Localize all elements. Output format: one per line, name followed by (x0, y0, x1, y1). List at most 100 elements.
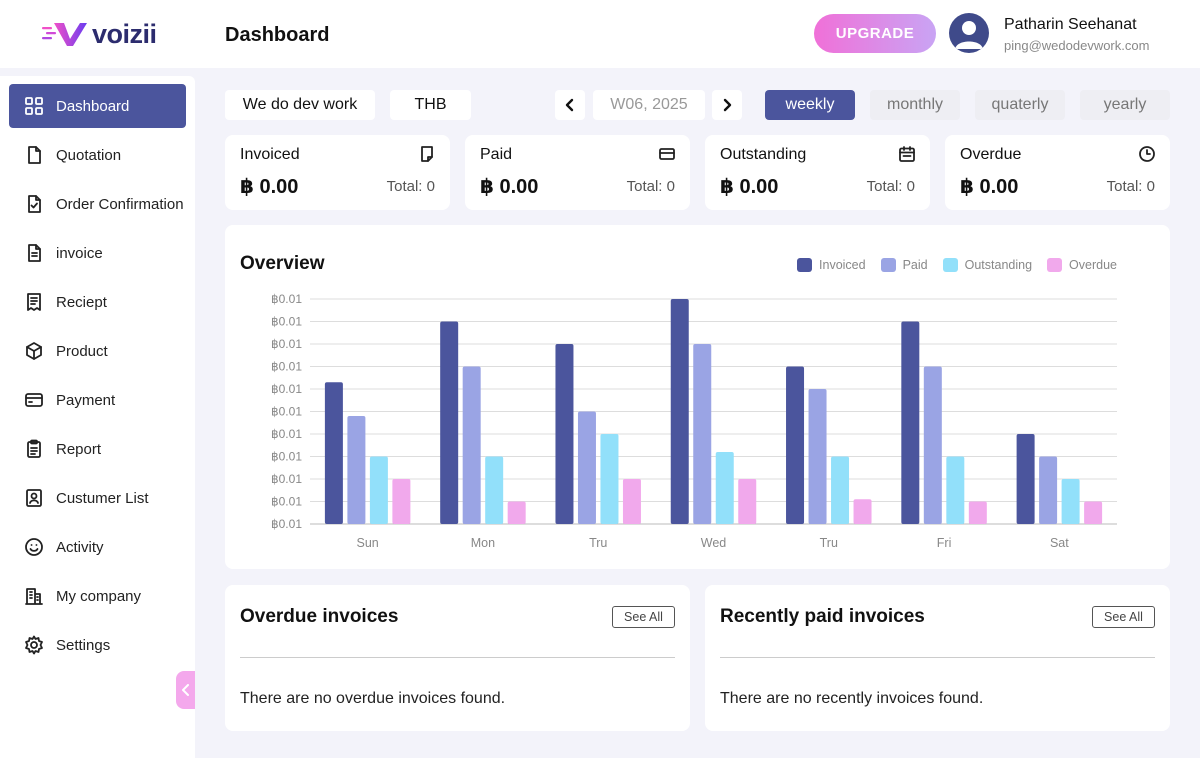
sidebar-item-label: Payment (56, 391, 116, 409)
next-period-button[interactable] (712, 90, 742, 120)
bar-overdue-sat[interactable] (1084, 501, 1103, 525)
bar-invoiced-tru[interactable] (786, 366, 805, 525)
chevron-left-icon (565, 98, 574, 112)
card-total: Total: 0 (626, 178, 675, 195)
range-tab-quarterly[interactable]: quaterly (975, 90, 1065, 120)
gear-icon (23, 634, 45, 656)
stat-card-outstanding[interactable]: Outstanding ฿ 0.00 Total: 0 (705, 135, 930, 210)
bar-outstanding-wed[interactable] (715, 452, 734, 524)
sidebar-item-customer-list[interactable]: Custumer List (9, 476, 186, 520)
bar-paid-sun[interactable] (347, 416, 366, 524)
sidebar-item-receipt[interactable]: Reciept (9, 280, 186, 324)
bar-invoiced-sun[interactable] (324, 382, 343, 524)
sidebar-item-activity[interactable]: Activity (9, 525, 186, 569)
voizii-logo-icon (42, 23, 87, 46)
prev-period-button[interactable] (555, 90, 585, 120)
invoice-icon (23, 242, 45, 264)
avatar[interactable] (949, 13, 989, 53)
x-tick-label: Tru (820, 536, 838, 550)
top-header: voizii Dashboard UPGRADE Patharin Seehan… (0, 0, 1200, 68)
range-tab-monthly[interactable]: monthly (870, 90, 960, 120)
logo[interactable]: voizii (40, 18, 157, 50)
building-icon (23, 585, 45, 607)
upgrade-button[interactable]: UPGRADE (814, 14, 936, 53)
sidebar-item-quotation[interactable]: Quotation (9, 133, 186, 177)
stat-card-paid[interactable]: Paid ฿ 0.00 Total: 0 (465, 135, 690, 210)
card-title: Paid (480, 146, 513, 163)
bar-paid-tru[interactable] (808, 389, 827, 524)
divider (240, 657, 675, 658)
bar-paid-tru[interactable] (577, 411, 596, 525)
legend-label: Invoiced (819, 258, 866, 272)
credit-card-icon (23, 389, 45, 411)
bar-invoiced-mon[interactable] (440, 321, 459, 525)
sidebar-item-report[interactable]: Report (9, 427, 186, 471)
sidebar-item-order-confirmation[interactable]: Order Confirmation (9, 182, 186, 226)
y-tick-label: ฿0.01 (271, 517, 302, 531)
legend-item[interactable]: Overdue (1047, 258, 1117, 272)
legend-item[interactable]: Invoiced (797, 258, 866, 272)
bar-invoiced-sat[interactable] (1016, 434, 1035, 524)
page-title: Dashboard (225, 24, 330, 46)
bar-outstanding-tru[interactable] (600, 434, 619, 524)
bar-outstanding-sun[interactable] (369, 456, 388, 525)
card-total: Total: 0 (1106, 178, 1155, 195)
sidebar-item-label: Order Confirmation (56, 195, 184, 213)
bar-outstanding-fri[interactable] (946, 456, 965, 525)
sidebar-item-invoice[interactable]: invoice (9, 231, 186, 275)
receipt-icon (23, 291, 45, 313)
bar-overdue-fri[interactable] (968, 501, 987, 525)
bar-outstanding-sat[interactable] (1061, 479, 1080, 524)
sidebar-item-payment[interactable]: Payment (9, 378, 186, 422)
invoice-file-icon (418, 145, 438, 165)
bar-outstanding-tru[interactable] (831, 456, 850, 525)
legend-label: Paid (902, 258, 928, 272)
legend-swatch (880, 258, 896, 272)
sidebar-item-label: Settings (56, 636, 111, 654)
card-value: ฿ 0.00 (960, 176, 1019, 198)
see-all-recent-button[interactable]: See All (1092, 606, 1155, 628)
bar-overdue-tru[interactable] (622, 479, 641, 524)
range-tab-yearly[interactable]: yearly (1080, 90, 1170, 120)
bar-invoiced-wed[interactable] (670, 299, 689, 524)
bar-invoiced-tru[interactable] (555, 344, 574, 524)
sidebar-item-label: Reciept (56, 293, 107, 311)
sidebar-item-product[interactable]: Product (9, 329, 186, 373)
sidebar-collapse-button[interactable] (176, 671, 195, 709)
bar-paid-sat[interactable] (1039, 456, 1058, 525)
card-title: Overdue (960, 146, 1022, 163)
bar-paid-mon[interactable] (462, 366, 481, 525)
sidebar-item-label: Product (56, 342, 108, 360)
panel-title: Recently paid invoices (720, 606, 925, 627)
sidebar-item-my-company[interactable]: My company (9, 574, 186, 618)
sidebar-item-label: Activity (56, 538, 104, 556)
bar-overdue-mon[interactable] (507, 501, 526, 525)
sidebar-item-label: Dashboard (56, 97, 130, 115)
legend-item[interactable]: Paid (880, 258, 928, 272)
empty-state-text: There are no overdue invoices found. (240, 690, 506, 707)
recently-paid-panel: Recently paid invoices See All There are… (705, 585, 1170, 731)
document-icon (23, 144, 45, 166)
bar-paid-wed[interactable] (693, 344, 712, 524)
y-tick-label: ฿0.01 (271, 292, 302, 306)
legend-item[interactable]: Outstanding (942, 258, 1033, 272)
see-all-overdue-button[interactable]: See All (612, 606, 675, 628)
stat-card-overdue[interactable]: Overdue ฿ 0.00 Total: 0 (945, 135, 1170, 210)
company-selector[interactable]: We do dev work (225, 90, 375, 120)
sidebar-item-label: Quotation (56, 146, 122, 164)
bar-invoiced-fri[interactable] (901, 321, 920, 525)
currency-selector[interactable]: THB (390, 90, 471, 120)
user-avatar-icon (955, 21, 983, 49)
stat-card-invoiced[interactable]: Invoiced ฿ 0.00 Total: 0 (225, 135, 450, 210)
sidebar-item-dashboard[interactable]: Dashboard (9, 84, 186, 128)
y-tick-label: ฿0.01 (271, 472, 302, 486)
bar-paid-fri[interactable] (923, 366, 942, 525)
bar-overdue-sun[interactable] (392, 479, 411, 524)
sidebar-item-settings[interactable]: Settings (9, 623, 186, 667)
bar-overdue-wed[interactable] (738, 479, 757, 524)
bar-outstanding-mon[interactable] (485, 456, 504, 525)
bar-overdue-tru[interactable] (853, 499, 872, 524)
range-tab-weekly[interactable]: weekly (765, 90, 855, 120)
chart-legend: Invoiced Paid Outstanding Overdue (782, 258, 1117, 272)
legend-label: Outstanding (964, 258, 1033, 272)
